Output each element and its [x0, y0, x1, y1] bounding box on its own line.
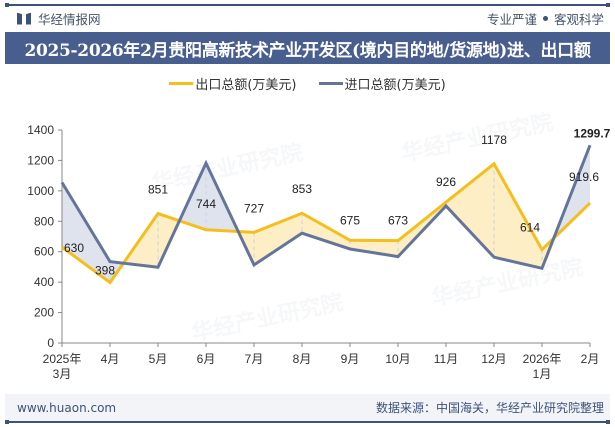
svg-text:400: 400	[34, 275, 54, 289]
svg-text:1月: 1月	[533, 367, 552, 381]
svg-text:0: 0	[47, 336, 54, 350]
svg-text:6月: 6月	[197, 352, 216, 366]
svg-text:398: 398	[95, 263, 115, 277]
legend: 出口总额(万美元) 进口总额(万美元)	[0, 74, 615, 93]
bottom-border	[5, 420, 610, 424]
footer-url[interactable]: www.huaon.com	[17, 400, 117, 415]
legend-item-export[interactable]: 出口总额(万美元)	[169, 74, 297, 93]
svg-text:5月: 5月	[149, 352, 168, 366]
header: 华经情报网 专业严谨 客观科学	[5, 6, 610, 31]
svg-text:3月: 3月	[53, 367, 72, 381]
svg-text:675: 675	[340, 213, 360, 227]
svg-text:800: 800	[34, 214, 54, 228]
svg-text:614: 614	[520, 221, 540, 235]
bullet-dot-icon	[542, 16, 548, 21]
svg-text:926: 926	[436, 175, 456, 189]
footer: www.huaon.com 数据来源：中国海关，华经产业研究院整理	[5, 394, 610, 421]
svg-text:1299.7: 1299.7	[574, 126, 611, 140]
svg-text:1400: 1400	[27, 123, 54, 137]
svg-text:851: 851	[148, 183, 168, 197]
svg-text:11月: 11月	[434, 352, 458, 366]
svg-text:2026年: 2026年	[523, 352, 562, 366]
book-logo-icon	[17, 12, 31, 25]
svg-text:630: 630	[64, 241, 84, 255]
svg-text:4月: 4月	[101, 352, 120, 366]
svg-text:2月: 2月	[581, 352, 600, 366]
brand-name: 华经情报网	[38, 12, 101, 27]
svg-text:12月: 12月	[481, 352, 506, 366]
legend-label-import: 进口总额(万美元)	[344, 78, 446, 93]
legend-item-import[interactable]: 进口总额(万美元)	[318, 74, 446, 93]
svg-text:1200: 1200	[27, 153, 54, 167]
slogan-left: 专业严谨	[486, 12, 537, 27]
svg-text:7月: 7月	[245, 352, 264, 366]
brand: 华经情报网	[5, 9, 101, 28]
slogan-right: 客观科学	[553, 12, 604, 27]
svg-text:2025年: 2025年	[43, 352, 82, 366]
svg-text:1178: 1178	[481, 133, 507, 147]
svg-text:1000: 1000	[27, 184, 54, 198]
import-swatch-icon	[318, 82, 343, 85]
svg-text:919.6: 919.6	[569, 170, 599, 184]
svg-text:853: 853	[292, 182, 312, 196]
svg-text:727: 727	[244, 201, 264, 215]
svg-text:8月: 8月	[293, 352, 312, 366]
slogan: 专业严谨 客观科学	[487, 9, 610, 28]
top-border	[5, 3, 610, 7]
svg-text:9月: 9月	[341, 352, 360, 366]
chart-title: 2025-2026年2月贵阳高新技术产业开发区(境内目的地/货源地)进、出口额	[5, 32, 610, 64]
svg-text:200: 200	[34, 306, 54, 320]
data-source: 数据来源：中国海关，华经产业研究院整理	[375, 401, 604, 415]
legend-label-export: 出口总额(万美元)	[195, 78, 297, 93]
svg-text:673: 673	[388, 214, 408, 228]
export-swatch-icon	[169, 82, 194, 85]
svg-text:600: 600	[34, 245, 54, 259]
svg-text:10月: 10月	[385, 352, 410, 366]
svg-text:744: 744	[196, 197, 216, 211]
